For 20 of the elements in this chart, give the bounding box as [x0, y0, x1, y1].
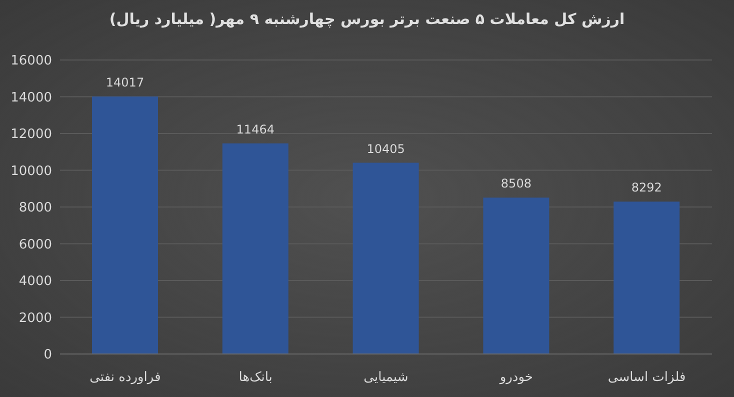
- y-tick-label: 4000: [18, 274, 52, 290]
- y-tick-label: 12000: [10, 127, 52, 142]
- data-label: 8508: [500, 176, 532, 191]
- y-tick-label: 10000: [10, 164, 52, 179]
- chart-title: ارزش کل معاملات ۵ صنعت برتر بورس چهارشنبه ۹ مهر( میلیارد ریال): [108, 10, 626, 28]
- data-label: 8292: [631, 180, 662, 195]
- data-label: 10405: [366, 142, 405, 156]
- x-tick-label: فلزات اساسی: [608, 370, 686, 386]
- y-tick-label: 8000: [18, 200, 52, 216]
- x-tick-label: بانک‌ها: [238, 370, 272, 386]
- y-tick-label: 0: [44, 348, 52, 363]
- data-label: 11464: [236, 122, 274, 136]
- x-tick-label: فراورده نفتی: [90, 370, 161, 386]
- data-label: 14017: [106, 75, 144, 90]
- y-tick-label: 6000: [18, 237, 52, 252]
- y-tick-label: 16000: [10, 54, 52, 69]
- y-tick-label: 14000: [10, 90, 52, 106]
- y-tick-label: 2000: [18, 310, 52, 326]
- x-tick-label: خودرو: [498, 370, 533, 386]
- x-tick-label: شیمیایی: [364, 370, 408, 386]
